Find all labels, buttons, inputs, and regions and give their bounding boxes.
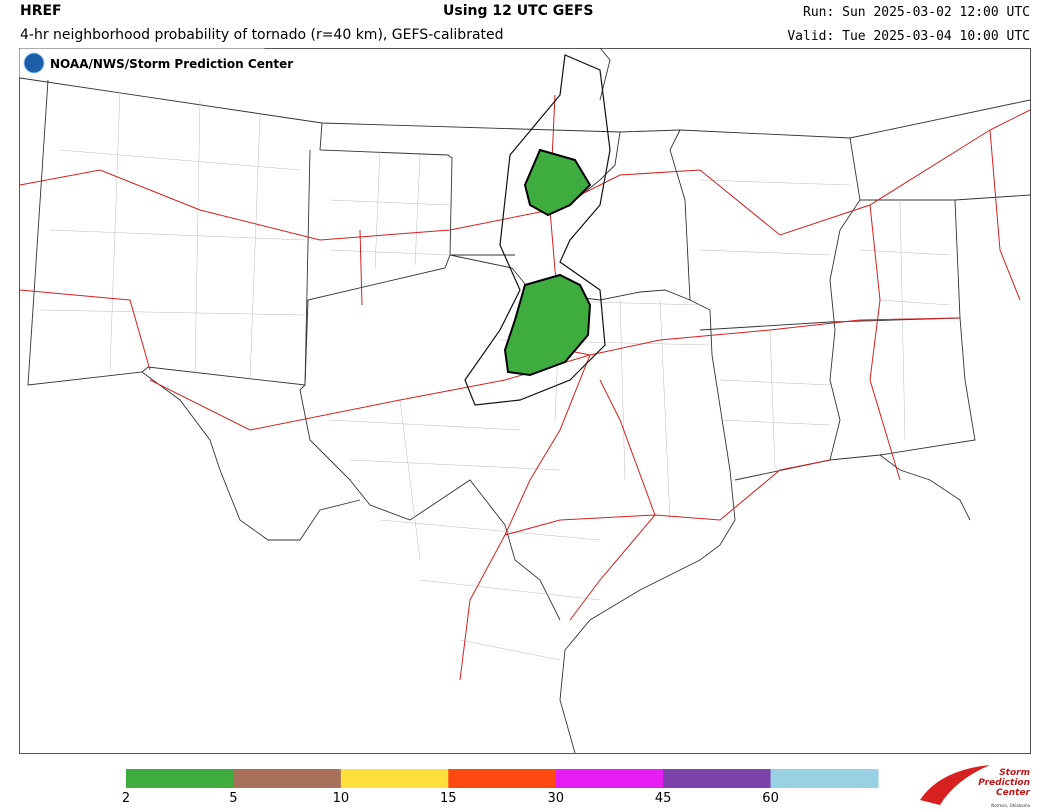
legend-label: 60 <box>762 791 779 806</box>
probability-area <box>523 148 592 217</box>
legend-label: 2 <box>122 791 130 806</box>
legend-label: 5 <box>229 791 237 806</box>
legend-label: 15 <box>440 791 457 806</box>
legend-swatch <box>340 769 449 788</box>
outer-contour <box>464 54 611 406</box>
legend-swatch <box>663 769 772 788</box>
valid-time: Valid: Tue 2025-03-04 10:00 UTC <box>787 29 1030 44</box>
badge-text: NOAA/NWS/Storm Prediction Center <box>50 57 293 71</box>
run-time: Run: Sun 2025-03-02 12:00 UTC <box>803 5 1030 20</box>
legend-swatch <box>126 769 234 788</box>
spc-logo <box>920 765 990 805</box>
legend-label: 45 <box>655 791 672 806</box>
ensemble-note: Using 12 UTC GEFS <box>443 3 594 19</box>
model-name: HREF <box>20 3 62 19</box>
legend-label: 30 <box>547 791 564 806</box>
map-frame <box>19 48 1031 754</box>
logo-line: Storm <box>999 768 1030 778</box>
state-borders <box>19 47 1031 754</box>
legend-swatch <box>448 769 557 788</box>
subtitle: 4-hr neighborhood probability of tornado… <box>20 27 504 43</box>
legend: 2 5 10 15 30 45 60 <box>122 769 879 806</box>
badge-box <box>19 48 265 77</box>
logo-line: Center <box>996 788 1031 798</box>
legend-label: 10 <box>333 791 350 806</box>
logo-place: Norman, Oklahoma <box>991 803 1030 808</box>
probability-area <box>503 273 592 377</box>
legend-swatch <box>770 769 879 788</box>
legend-swatch <box>555 769 664 788</box>
logo-line: Prediction <box>978 778 1030 788</box>
legend-swatch <box>233 769 342 788</box>
noaa-logo <box>23 52 45 74</box>
